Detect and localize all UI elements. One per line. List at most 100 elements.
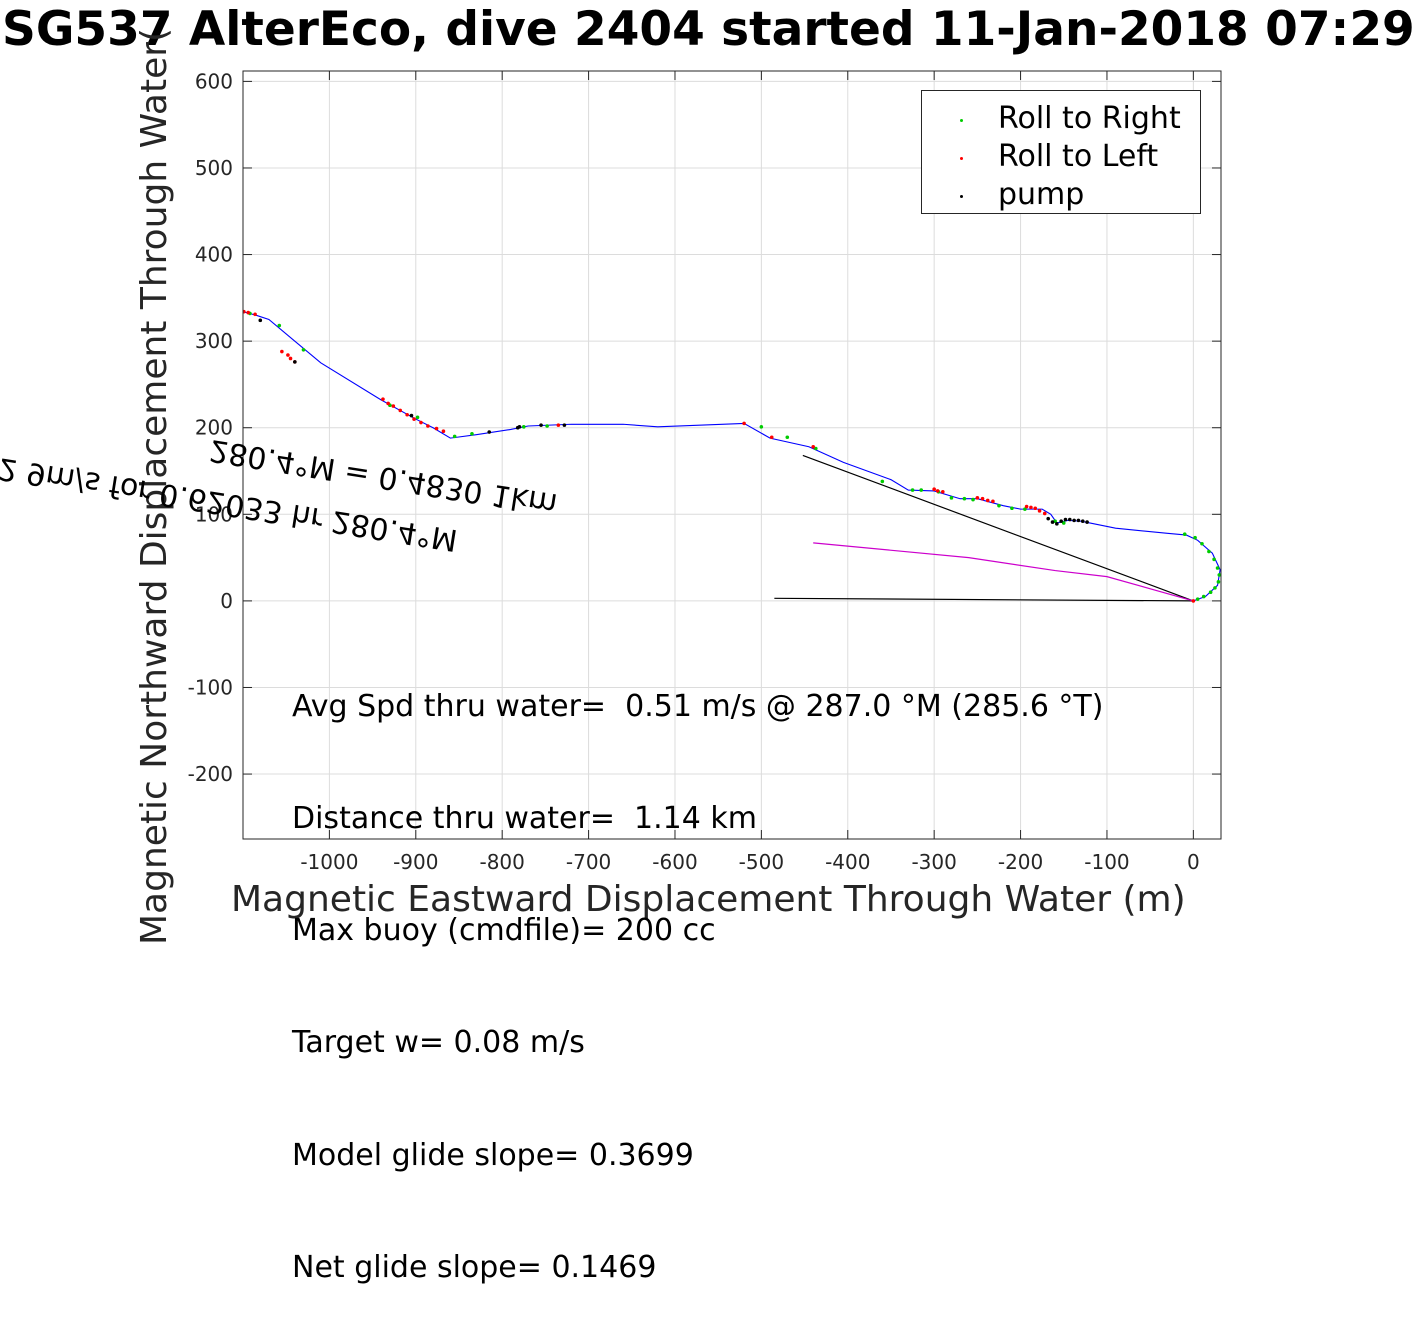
- track-series: [243, 311, 1221, 602]
- roll-right-point: [470, 431, 474, 436]
- pump-point: [409, 413, 414, 418]
- pump-point: [562, 423, 567, 427]
- roll-right-point: [1200, 541, 1204, 546]
- roll-right-point: [1212, 557, 1216, 562]
- x-axis-label: Magnetic Eastward Displacement Through W…: [231, 879, 1186, 920]
- pump-point: [258, 318, 263, 323]
- roll-right-point: [415, 415, 420, 420]
- x-tick-label: -700: [566, 850, 611, 874]
- roll-left-point: [1191, 599, 1196, 603]
- legend-label-pump: pump: [998, 177, 1085, 212]
- legend-item-roll-right: Roll to Right: [922, 97, 1200, 136]
- roll-left-point: [1024, 504, 1029, 509]
- x-tick-label: -200: [998, 850, 1043, 874]
- roll-right-point: [1193, 535, 1197, 540]
- x-tick-label: -900: [393, 850, 438, 874]
- roll-left-point: [419, 420, 423, 425]
- roll-right-point: [1215, 566, 1220, 570]
- roll-right-point: [814, 446, 818, 451]
- x-tick-label: -400: [825, 850, 870, 874]
- roll-left-point: [1042, 511, 1047, 516]
- roll-left-point: [381, 397, 385, 401]
- y-tick-label: 200: [195, 416, 233, 440]
- roll-right-point: [949, 496, 954, 500]
- roll-left-point: [935, 489, 940, 493]
- roll-left-point: [941, 489, 945, 494]
- y-tick-label: 0: [220, 589, 233, 613]
- pump-point: [1063, 517, 1068, 522]
- pump-point: [1085, 520, 1089, 524]
- pump-point: [1046, 516, 1051, 521]
- roll-right-point: [759, 425, 764, 429]
- roll-right-point: [301, 348, 306, 352]
- roll-left-point: [985, 498, 990, 503]
- track-line: [243, 311, 1221, 602]
- roll-right-point: [1023, 507, 1027, 511]
- pump-point: [1055, 522, 1059, 526]
- roll-right-point: [452, 434, 457, 439]
- roll-left-point: [811, 444, 816, 449]
- pump-point: [487, 430, 492, 434]
- y-tick-label: 400: [195, 243, 233, 267]
- roll-left-point: [280, 349, 284, 354]
- legend-item-roll-left: Roll to Left: [922, 135, 1200, 174]
- pump-point: [1080, 519, 1085, 524]
- roll-right-point: [919, 488, 924, 492]
- roll-right-point: [545, 424, 549, 428]
- x-tick-label: -1000: [300, 850, 358, 874]
- dive-statistics: Avg Spd thru water= 0.51 m/s @ 287.0 °M …: [292, 613, 1103, 1324]
- axis-ticks: -1000 -900 -800 -700 -600 -500 -400 -300 -200 -10…: [188, 69, 1221, 874]
- stat-avg-speed: Avg Spd thru water= 0.51 m/s @ 287.0 °M …: [292, 688, 1104, 724]
- legend-marker-roll-left: [960, 157, 963, 160]
- roll-left-point: [980, 496, 985, 501]
- legend: Roll to Right Roll to Left pump: [921, 90, 1201, 214]
- axes-box: [242, 70, 1222, 840]
- current-line: [813, 542, 1194, 602]
- x-tick-label: -800: [479, 850, 524, 874]
- x-tick-label: -300: [911, 850, 956, 874]
- roll-right-point: [1061, 521, 1066, 525]
- pump-point: [1068, 517, 1072, 522]
- roll-right-point: [962, 496, 967, 501]
- roll-right-point: [1182, 532, 1187, 537]
- pump-point: [1059, 519, 1063, 524]
- roll-right-point: [1213, 586, 1217, 590]
- pump-point: [1076, 518, 1081, 523]
- legend-label-roll-right: Roll to Right: [998, 101, 1181, 136]
- heading-lines: [774, 454, 1194, 602]
- roll-left-point: [398, 408, 403, 413]
- roll-left-point: [1037, 509, 1042, 513]
- pump-point: [293, 360, 297, 364]
- roll-right-point: [1207, 549, 1211, 554]
- chart-plot: -1000 -900 -800 -700 -600 -500 -400 -300 -200 -10…: [188, 69, 1222, 874]
- y-tick-label: 300: [195, 329, 233, 353]
- roll-right-point: [785, 435, 790, 440]
- pump-point: [539, 423, 543, 427]
- stat-target-w: Target w= 0.08 m/s: [292, 1025, 585, 1061]
- roll-right-point: [880, 479, 885, 484]
- roll-right-point: [997, 503, 1001, 508]
- roll-left-point: [405, 412, 409, 417]
- y-tick-label: 600: [195, 69, 233, 93]
- x-tick-label: 0: [1187, 850, 1200, 874]
- track-markers: [243, 309, 1221, 603]
- roll-left-point: [932, 487, 936, 492]
- y-tick-label: -100: [188, 675, 233, 699]
- roll-left-point: [991, 499, 995, 504]
- roll-right-point: [1201, 594, 1206, 599]
- stat-distance: Distance thru water= 1.14 km: [292, 801, 757, 837]
- roll-right-point: [910, 488, 915, 492]
- legend-item-pump: pump: [922, 173, 1200, 212]
- roll-left-point: [1029, 505, 1033, 510]
- roll-left-point: [742, 421, 746, 426]
- heading-line-upper: [802, 454, 1194, 602]
- roll-left-point: [975, 496, 980, 500]
- roll-left-point: [1033, 506, 1038, 511]
- legend-label-roll-left: Roll to Left: [998, 139, 1159, 174]
- roll-right-point: [1217, 573, 1221, 577]
- roll-left-point: [441, 429, 446, 433]
- roll-left-point: [386, 401, 390, 406]
- stat-model-glide: Model glide slope= 0.3699: [292, 1137, 694, 1173]
- y-tick-label: 500: [195, 156, 233, 180]
- pump-point: [517, 425, 522, 429]
